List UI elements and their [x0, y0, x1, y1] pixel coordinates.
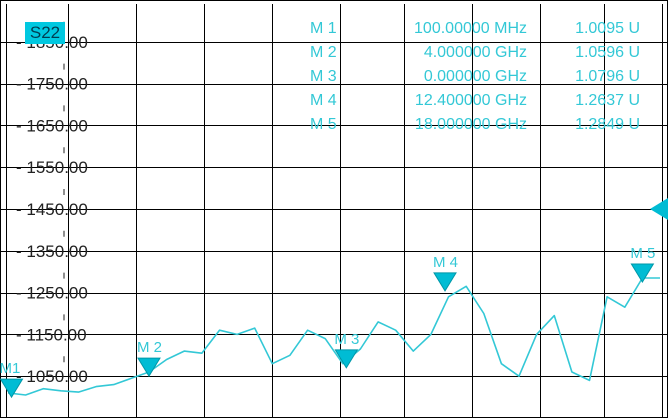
marker-frequency: 18.000000 GHz	[414, 116, 527, 133]
marker-table: M 1 100.00000 MHz 1.0095 U M 2 4.000000 …	[300, 20, 660, 140]
marker-triangle	[334, 349, 359, 369]
marker-value: 1.2849 U	[575, 116, 640, 133]
marker-label: M 2	[137, 339, 162, 356]
trace-label-badge[interactable]: S22	[25, 22, 65, 44]
marker-triangle	[137, 357, 161, 378]
y-tick-label: - 1150.00	[16, 325, 87, 344]
marker-name: M 4	[310, 92, 337, 109]
marker-name: M 1	[310, 20, 337, 37]
marker-frequency: 0.000000 GHz	[423, 68, 527, 85]
marker-frequency: 4.000000 GHz	[423, 44, 527, 61]
marker-triangle	[433, 272, 457, 292]
marker-value: 1.0596 U	[575, 44, 640, 61]
marker-value: 1.2637 U	[575, 92, 640, 109]
marker-row-4[interactable]: M 4 12.400000 GHz 1.2637 U	[300, 92, 660, 116]
y-tick-label: - 1550.00	[16, 158, 88, 177]
y-tick-label: - 1050.00	[16, 367, 88, 386]
marker-label: M1	[0, 360, 20, 377]
marker-row-5[interactable]: M 5 18.000000 GHz 1.2849 U	[300, 116, 660, 140]
marker-name: M 5	[310, 116, 337, 133]
marker-value: 1.0095 U	[575, 20, 640, 37]
trace-line	[7, 277, 660, 396]
y-tick-label: - 1250.00	[16, 284, 88, 303]
marker-value: 1.0796 U	[575, 68, 640, 85]
reference-level-arrow	[650, 198, 668, 220]
y-tick-label: - 1450.00	[16, 200, 88, 219]
marker-triangle	[630, 263, 655, 283]
marker-name: M 3	[310, 68, 337, 85]
marker-label: M 4	[433, 254, 458, 271]
marker-name: M 2	[310, 44, 337, 61]
marker-frequency: 100.00000 MHz	[414, 20, 527, 37]
y-tick-label: - 1650.00	[16, 116, 88, 135]
y-tick-label: - 1750.00	[16, 75, 88, 94]
marker-triangle	[0, 378, 24, 399]
y-tick-label: - 1350.00	[16, 242, 88, 261]
marker-row-1[interactable]: M 1 100.00000 MHz 1.0095 U	[300, 20, 660, 44]
marker-row-2[interactable]: M 2 4.000000 GHz 1.0596 U	[300, 44, 660, 68]
marker-label: M 3	[334, 331, 359, 348]
marker-row-3[interactable]: M 3 0.000000 GHz 1.0796 U	[300, 68, 660, 92]
marker-label: M 5	[630, 245, 655, 262]
marker-frequency: 12.400000 GHz	[414, 92, 527, 109]
